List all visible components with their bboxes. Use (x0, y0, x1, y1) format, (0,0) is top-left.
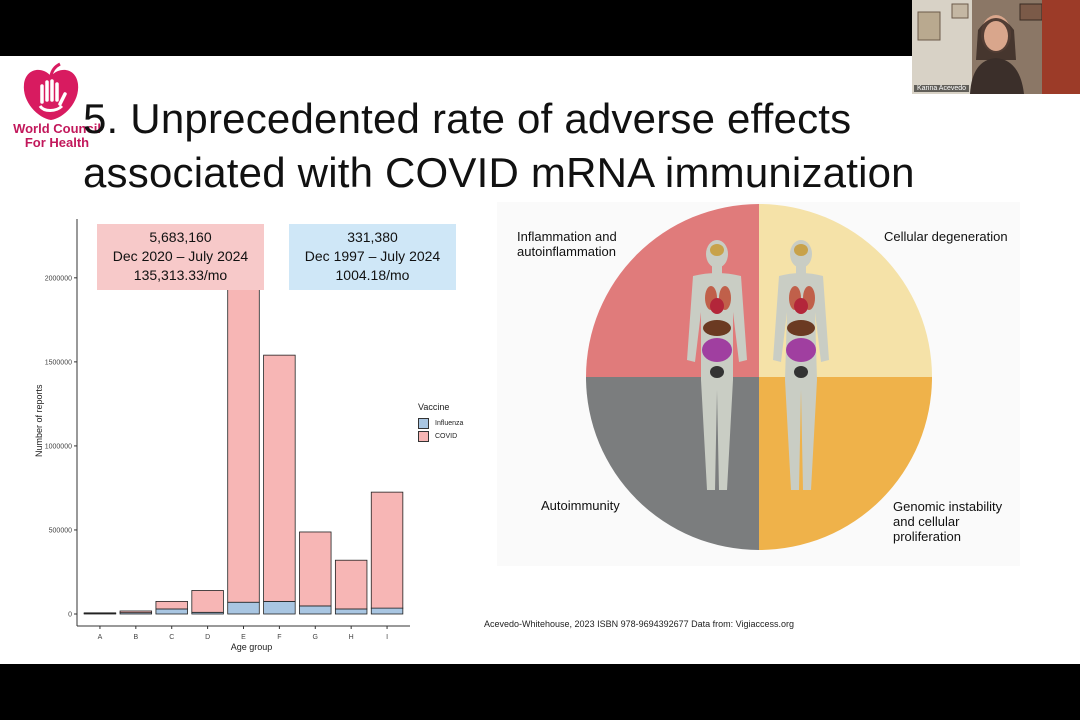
bar-influenza-E (227, 601, 260, 615)
logo-line-2: For Health (24, 135, 90, 150)
x-tick-label: D (205, 634, 210, 641)
label-inflammation: Inflammation and autoinflammation (517, 229, 617, 259)
bar-influenza-F (263, 600, 296, 615)
x-tick-label: F (277, 634, 281, 641)
legend-item-covid: COVID (418, 431, 463, 442)
bar-covid-I (370, 491, 404, 609)
influenza-reports-box: 331,380 Dec 1997 – July 2024 1004.18/mo (289, 224, 456, 290)
y-tick-label: 1500000 (45, 359, 72, 366)
bar-covid-G (299, 531, 332, 607)
participant-name: Karina Acevedo (914, 85, 970, 92)
x-tick-label: C (169, 634, 174, 641)
bar-influenza-C (155, 608, 188, 615)
influenza-period: Dec 1997 – July 2024 (304, 248, 441, 264)
y-tick-label: 1000000 (45, 443, 72, 450)
legend-label-influenza: Influenza (435, 420, 464, 427)
y-tick-label: 2000000 (45, 275, 72, 282)
title-line-2: associated with COVID mRNA immunization (83, 149, 915, 196)
title-line-1: 5. Unprecedented rate of adverse effects (83, 95, 852, 142)
bar-covid-A (83, 612, 117, 614)
bar-covid-C (155, 600, 188, 610)
chart-legend: Vaccine Influenza COVID (418, 402, 463, 444)
legend-title: Vaccine (418, 402, 450, 412)
x-tick-label: B (133, 634, 138, 641)
age-group-bar-chart: 0 500000 1000000 1500000 2000000 A B C D E F G H I Age… (34, 219, 410, 652)
world-council-for-health-logo: World Council For Health (12, 62, 101, 150)
legend-swatch-influenza (418, 418, 429, 429)
bar-influenza-H (334, 608, 368, 615)
logo-line-1: World Council (13, 121, 101, 136)
influenza-total: 331,380 (347, 229, 398, 245)
citation-text: Acevedo-Whitehouse, 2023 ISBN 978-969439… (484, 619, 795, 629)
covid-reports-box: 5,683,160 Dec 2020 – July 2024 135,313.3… (97, 224, 264, 290)
legend-swatch-covid (418, 431, 429, 442)
x-tick-label: G (313, 634, 318, 641)
y-tick-label: 500000 (49, 527, 72, 534)
x-tick-label: H (349, 634, 354, 641)
covid-total: 5,683,160 (149, 229, 212, 245)
x-tick-label: E (241, 634, 246, 641)
bar-influenza-G (299, 605, 332, 615)
bar-covid-B (119, 610, 153, 614)
x-tick-label: I (386, 634, 388, 641)
participant-video[interactable]: Karina Acevedo (912, 0, 1080, 94)
x-axis-title: Age group (231, 642, 273, 652)
legend-label-covid: COVID (435, 433, 458, 440)
label-cellular-degeneration: Cellular degeneration (884, 229, 1008, 244)
legend-item-influenza: Influenza (418, 418, 463, 429)
influenza-rate: 1004.18/mo (335, 267, 410, 283)
quadrant-circle (497, 202, 1020, 566)
x-tick-label: A (98, 634, 103, 641)
human-figure-right-icon (773, 240, 829, 490)
adverse-effects-diagram: Inflammation and autoinflammation Cellula… (497, 202, 1020, 566)
covid-rate: 135,313.33/mo (133, 267, 228, 283)
bar-influenza-I (370, 607, 404, 615)
label-autoimmunity: Autoimmunity (541, 498, 620, 513)
apple-hand-icon (23, 62, 79, 120)
bar-covid-E (227, 277, 260, 603)
slide-title: 5. Unprecedented rate of adverse effects… (83, 92, 915, 200)
bar-covid-H (334, 559, 368, 610)
slide: World Council For Health 5. Unprecedente… (0, 56, 1080, 664)
y-axis-title: Number of reports (34, 384, 44, 457)
label-genomic-instability: Genomic instability and cellular prolifera… (893, 499, 1003, 544)
human-figure-left-icon (687, 240, 747, 490)
covid-period: Dec 2020 – July 2024 (112, 248, 249, 264)
video-feed (912, 0, 1080, 94)
bar-covid-F (263, 354, 296, 602)
y-tick-label: 0 (68, 612, 72, 619)
bar-covid-D (191, 590, 224, 613)
